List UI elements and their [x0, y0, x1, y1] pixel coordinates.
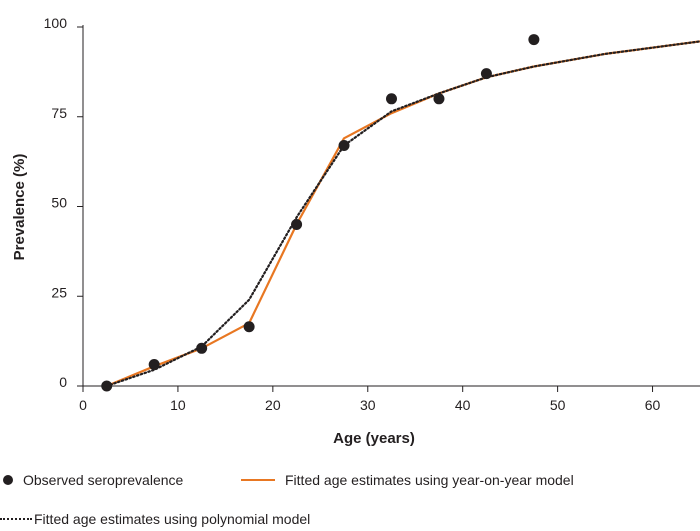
- legend-dot-marker: [3, 475, 13, 485]
- x-tick-label: 40: [455, 397, 471, 413]
- y-tick-label: 25: [51, 284, 67, 300]
- data-point-observed: [148, 358, 160, 370]
- x-tick-label: 10: [170, 397, 186, 413]
- data-point-observed: [433, 93, 445, 105]
- x-tick-label: 0: [79, 397, 87, 413]
- legend-label-year-model: Fitted age estimates using year-on-year …: [285, 472, 574, 488]
- chart: 0 25 50 75 100 0 10 20 30 40 50 60 Age (years) Prev…: [11, 15, 700, 447]
- series-layer: [101, 34, 700, 392]
- data-point-observed: [528, 34, 540, 46]
- y-tick-label: 75: [51, 105, 67, 121]
- data-point-observed: [196, 342, 208, 354]
- data-point-observed: [338, 139, 350, 151]
- data-point-observed: [291, 218, 303, 230]
- series-line-polynomial: [105, 40, 700, 388]
- data-point-observed: [480, 68, 492, 80]
- data-point-observed: [243, 321, 255, 333]
- y-tick-label: 50: [51, 195, 67, 211]
- data-point-observed: [101, 380, 113, 392]
- legend-item-year-model: Fitted age estimates using year-on-year …: [241, 472, 574, 488]
- legend-item-polynomial: Fitted age estimates using polynomial mo…: [0, 511, 310, 527]
- x-tick-label: 60: [645, 397, 661, 413]
- y-axis-title: Prevalence (%): [11, 154, 28, 261]
- x-axis-title: Age (years): [333, 430, 415, 447]
- x-tick-label: 50: [550, 397, 566, 413]
- legend-label-observed: Observed seroprevalence: [23, 472, 184, 488]
- legend-line-marker: [241, 479, 275, 481]
- y-tick-label: 100: [44, 15, 68, 31]
- x-tick-label: 20: [265, 397, 281, 413]
- x-tick-label: 30: [360, 397, 376, 413]
- axes: 0 25 50 75 100 0 10 20 30 40 50 60: [44, 15, 700, 413]
- legend-item-observed: Observed seroprevalence: [3, 472, 183, 488]
- y-tick-label: 0: [59, 374, 67, 390]
- legend-dotted-marker: [0, 518, 32, 520]
- legend-label-polynomial: Fitted age estimates using polynomial mo…: [34, 511, 311, 527]
- data-point-observed: [386, 93, 397, 105]
- series-line-year-on-year: [106, 40, 700, 388]
